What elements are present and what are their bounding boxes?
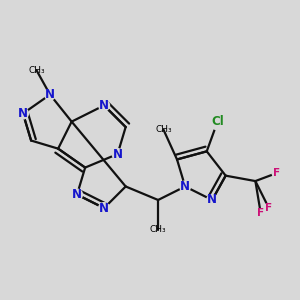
Circle shape [72, 189, 83, 200]
Text: N: N [18, 107, 28, 120]
Circle shape [112, 148, 123, 160]
Circle shape [180, 181, 190, 192]
Text: N: N [207, 194, 217, 206]
Circle shape [18, 108, 28, 119]
Text: CH₃: CH₃ [150, 225, 166, 234]
Circle shape [209, 113, 226, 130]
Circle shape [45, 89, 56, 100]
Text: CH₃: CH₃ [28, 66, 45, 75]
Text: F: F [265, 203, 272, 213]
Text: N: N [180, 180, 190, 193]
Circle shape [256, 208, 266, 218]
Text: F: F [273, 168, 280, 178]
Text: N: N [72, 188, 82, 201]
Text: Cl: Cl [211, 115, 224, 128]
Text: N: N [99, 99, 109, 112]
Text: N: N [112, 148, 123, 160]
Text: CH₃: CH₃ [155, 125, 172, 134]
Circle shape [99, 100, 110, 111]
Circle shape [207, 195, 218, 206]
Text: N: N [45, 88, 55, 101]
Text: N: N [99, 202, 109, 214]
Circle shape [99, 203, 110, 214]
Circle shape [272, 168, 282, 178]
Circle shape [264, 203, 274, 213]
Text: F: F [257, 208, 264, 218]
